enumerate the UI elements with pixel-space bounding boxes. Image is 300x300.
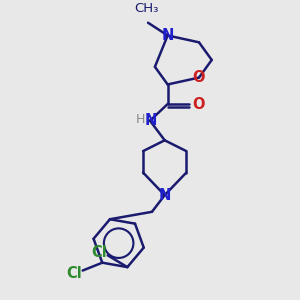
Text: H: H (136, 113, 145, 126)
Text: CH₃: CH₃ (134, 2, 158, 15)
Text: N: N (158, 188, 171, 203)
Text: O: O (193, 70, 205, 85)
Text: Cl: Cl (66, 266, 82, 281)
Text: N: N (145, 113, 157, 128)
Text: Cl: Cl (91, 245, 107, 260)
Text: N: N (161, 28, 174, 43)
Text: O: O (192, 97, 204, 112)
